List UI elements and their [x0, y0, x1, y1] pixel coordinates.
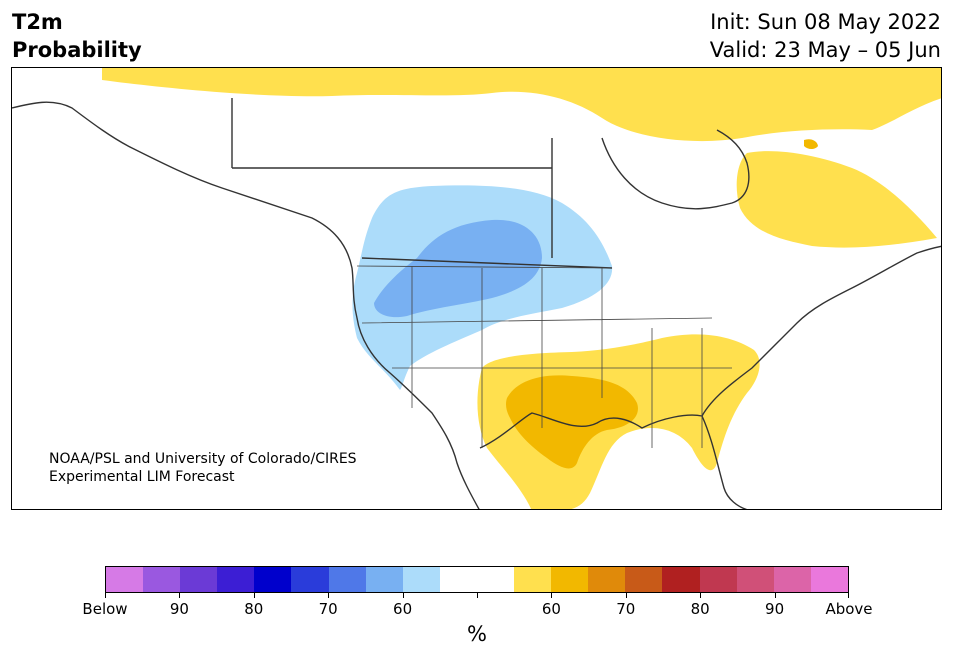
forecast-map [11, 67, 942, 510]
colorbar-cell-4 [254, 567, 292, 592]
colorbar-cell-13 [588, 567, 626, 592]
colorbar-tick-7 [625, 593, 627, 598]
colorbar-unit: % [467, 622, 487, 646]
title-line-2: Probability [12, 38, 142, 62]
coastlines [12, 98, 941, 509]
colorbar-cell-17 [736, 567, 774, 592]
colorbar-tick-5 [477, 593, 478, 598]
colorbar-tick-0 [105, 593, 106, 598]
colorbar-label-7: 70 [616, 600, 636, 618]
colorbar-tick-8 [700, 593, 702, 598]
colorbar-label-3: 70 [318, 600, 338, 618]
labrador-above-area [736, 151, 937, 248]
colorbar-cell-6 [328, 567, 366, 592]
colorbar-tick-4 [402, 593, 404, 598]
colorbar-cell-0 [106, 567, 144, 592]
texas-above60-area [506, 375, 638, 469]
colorbar-cell-10 [476, 567, 515, 592]
colorbar-label-9: 90 [765, 600, 785, 618]
colorbar-label-1: 90 [169, 600, 189, 618]
colorbar-cell-16 [699, 567, 737, 592]
colorbar-cell-2 [180, 567, 218, 592]
colorbar-label-4: 60 [393, 600, 413, 618]
colorbar-cell-8 [402, 567, 440, 592]
colorbar-cell-15 [662, 567, 700, 592]
colorbar-tick-2 [253, 593, 255, 598]
colorbar-label-6: 60 [541, 600, 561, 618]
credit-line-2: Experimental LIM Forecast [49, 469, 235, 485]
colorbar-label-2: 80 [244, 600, 264, 618]
colorbar-cell-3 [217, 567, 255, 592]
colorbar-label-0: Below [82, 600, 128, 618]
valid-range: Valid: 23 May – 05 Jun [709, 38, 941, 62]
title-line-1: T2m [12, 10, 63, 34]
date-info: Init: Sun 08 May 2022 Valid: 23 May – 05… [710, 8, 941, 64]
state-borders [356, 265, 732, 448]
colorbar-cell-14 [625, 567, 663, 592]
plot-title: T2m Probability [12, 8, 142, 64]
colorbar-tick-6 [551, 593, 553, 598]
canada-above-area [102, 68, 941, 142]
colorbar-ticks [105, 593, 849, 601]
map-svg [12, 68, 941, 509]
colorbar-cell-9 [439, 567, 477, 592]
quebec-above60-area [804, 139, 818, 149]
colorbar-cell-12 [551, 567, 589, 592]
colorbar-label-10: Above [825, 600, 873, 618]
colorbar [105, 566, 849, 593]
colorbar-cell-18 [773, 567, 811, 592]
colorbar-label-8: 80 [690, 600, 710, 618]
colorbar-cell-1 [143, 567, 181, 592]
colorbar-tick-1 [179, 593, 181, 598]
colorbar-cell-7 [365, 567, 403, 592]
init-date: Init: Sun 08 May 2022 [710, 10, 941, 34]
colorbar-tick-3 [328, 593, 330, 598]
colorbar-cell-5 [291, 567, 329, 592]
colorbar-cell-19 [810, 567, 848, 592]
colorbar-tick-10 [848, 593, 849, 598]
credit-line-1: NOAA/PSL and University of Colorado/CIRE… [49, 451, 357, 467]
west-below60-area [374, 219, 542, 318]
colorbar-cell-11 [514, 567, 552, 592]
colorbar-tick-9 [774, 593, 776, 598]
credit-text: NOAA/PSL and University of Colorado/CIRE… [49, 450, 357, 486]
